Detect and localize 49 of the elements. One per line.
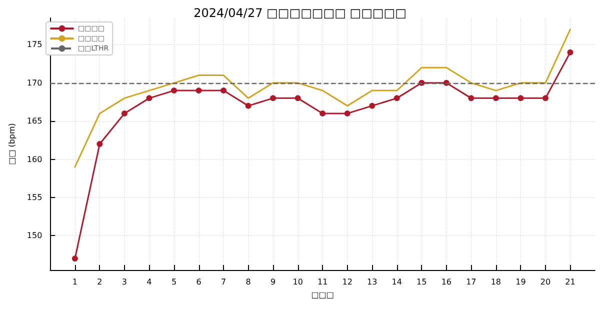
x-tick-label: 4 <box>146 278 152 286</box>
y-tick-label: 175 <box>26 40 42 50</box>
y-tick-label: 165 <box>26 116 42 126</box>
x-tick-label: 15 <box>416 278 427 286</box>
y-tick-label: 160 <box>26 154 42 164</box>
point <box>567 49 574 56</box>
point <box>294 95 301 102</box>
point <box>518 95 524 102</box>
point <box>96 141 103 147</box>
x-tick-label: 1 <box>72 278 78 286</box>
x-axis-title: □□□ <box>311 290 334 300</box>
point <box>542 95 548 102</box>
x-tick-label: 14 <box>392 278 402 286</box>
x-tick-label: 21 <box>565 278 576 286</box>
chart-title: 2024/04/27 □□□□□□□ □□□□□ <box>194 6 406 20</box>
y-tick-label: 155 <box>26 192 42 202</box>
x-tick-label: 7 <box>220 278 226 286</box>
point <box>220 88 227 94</box>
point <box>72 256 78 262</box>
point <box>196 88 202 94</box>
x-tick-label: 11 <box>317 278 328 286</box>
point <box>121 110 128 116</box>
x-tick-label: 8 <box>246 278 251 286</box>
point <box>344 110 350 116</box>
point <box>270 95 276 102</box>
x-tick-label: 3 <box>122 278 128 286</box>
y-axis-title: □□ (bpm) <box>8 123 16 165</box>
y-tick-label: 170 <box>26 78 42 88</box>
x-tick-label: 12 <box>342 278 352 286</box>
x-tick-label: 20 <box>540 278 551 286</box>
x-tick-label: 13 <box>367 278 378 286</box>
point <box>492 95 499 102</box>
x-tick-label: 9 <box>270 278 276 286</box>
x-tick-label: 19 <box>516 278 526 286</box>
x-tick-label: 2 <box>97 278 102 286</box>
point <box>468 95 474 102</box>
y-tick-label: 150 <box>26 231 42 240</box>
point <box>146 95 152 102</box>
x-tick-label: 5 <box>171 278 177 286</box>
x-tick-label: 18 <box>490 278 502 286</box>
point <box>369 102 376 109</box>
x-tick-label: 6 <box>196 278 202 286</box>
x-tick-label: 17 <box>466 278 476 286</box>
point <box>320 110 326 116</box>
point <box>171 88 177 94</box>
x-tick-label: 16 <box>441 278 452 286</box>
point <box>245 102 252 109</box>
x-tick-label: 10 <box>292 278 303 286</box>
point <box>394 95 400 102</box>
